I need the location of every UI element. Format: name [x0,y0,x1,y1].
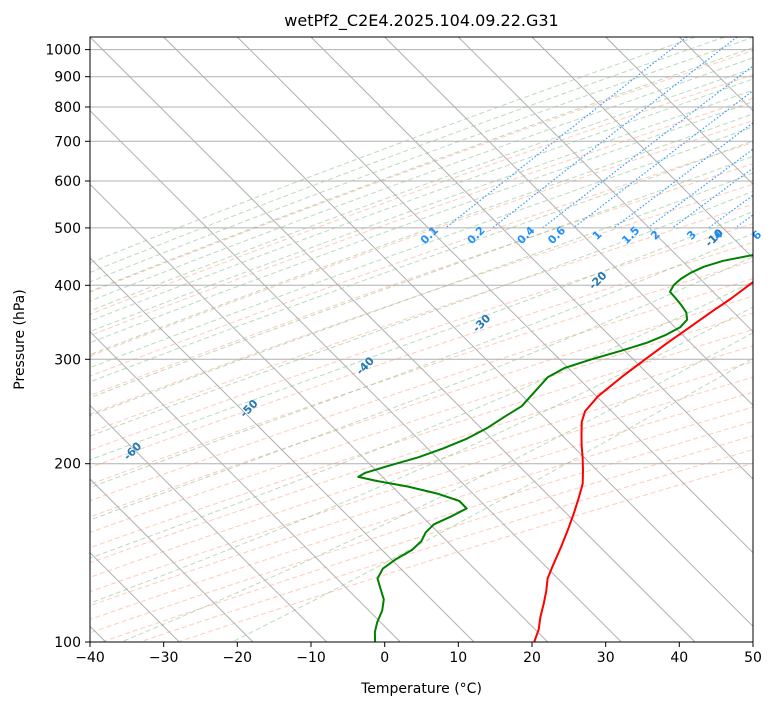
isotherm-line [384,37,753,407]
x-axis: −40 −30 −20 −10 0 10 20 30 40 50 [75,642,762,666]
moist-adiabat-line [90,256,753,521]
temperature-profile-line [533,280,753,642]
dry-adiabat-line [177,462,753,642]
plot-frame [89,36,754,643]
mixing-ratio-line [445,37,688,229]
x-tick-label: −30 [149,650,179,666]
mixing-ratio-line [647,148,753,229]
dry-adiabat-line [101,435,753,642]
isotherm-line [163,37,753,628]
x-tick-label: 40 [670,650,688,666]
moist-adiabat-line [90,281,753,559]
moist-adiabat-line [90,232,753,489]
dry-adiabat-line [90,312,753,533]
y-tick-label: 900 [54,70,81,86]
moist-adiabat-line [90,190,753,437]
moist-adiabat-line [90,37,696,264]
x-tick-label: 50 [744,650,762,666]
dewpoint-profile-line [357,254,753,642]
moist-adiabat-line [90,78,753,322]
y-tick-label: 500 [54,221,81,237]
dry-adiabat-line [90,241,753,469]
dry-adiabat-line [90,376,753,593]
mixing-ratio-line [572,89,753,229]
isotherm-line [90,330,401,642]
dry-adiabat-line [90,345,753,564]
dry-adiabat-line [90,278,753,502]
y-tick-label: 800 [54,100,81,116]
y-axis-label: Pressure (hPa) [12,289,28,389]
y-tick-label: 100 [54,635,81,651]
x-tick-label: 0 [380,650,389,666]
background-lines [90,37,753,642]
isotherm-line [90,478,254,642]
mixing-ratio-line [708,194,753,229]
y-tick-label: 300 [54,352,81,368]
y-tick-label: 700 [54,134,81,150]
isotherm-line [531,37,753,259]
y-tick-label: 400 [54,278,81,294]
mixing-ratio-line [492,37,738,229]
dry-adiabat-line [90,142,753,377]
y-axis: 100 200 300 400 500 600 700 800 900 1000 [45,43,90,651]
y-tick-label: 600 [54,174,81,190]
dry-adiabat-line [90,120,753,357]
dry-adiabat-line [90,183,753,415]
isotherm-line [90,404,328,642]
y-tick-label: 1000 [45,43,81,59]
x-tick-label: 20 [523,650,541,666]
x-tick-label: 10 [449,650,467,666]
dry-adiabat-line [139,449,753,642]
moist-adiabat-line [90,140,753,383]
moist-adiabat-line [90,67,753,312]
dry-adiabat-line [90,223,753,451]
moist-adiabat-line [90,37,753,283]
dry-adiabat-line [90,329,753,549]
moist-adiabat-line [90,101,753,344]
dry-adiabat-line [90,361,753,578]
isotherm-line [90,257,475,642]
isotherm-line [605,37,753,186]
moist-adiabat-line [121,332,753,642]
y-tick-label: 200 [54,457,81,473]
isotherm-line [90,37,696,642]
series-lines [357,254,753,642]
x-tick-label: −20 [223,650,253,666]
isotherm-line [457,37,753,333]
chart-title: wetPf2_C2E4.2025.104.09.22.G31 [284,11,558,31]
x-axis-label: Temperature (°C) [360,681,482,697]
isotherm-line [236,37,753,554]
x-tick-label: −10 [296,650,326,666]
isotherm-line [310,37,753,480]
dry-adiabat-line [90,203,753,433]
x-tick-label: −40 [75,650,105,666]
isotherm-line [90,109,622,642]
x-tick-label: 30 [597,650,615,666]
isotherm-line [90,183,549,642]
moist-adiabat-line [90,306,753,604]
